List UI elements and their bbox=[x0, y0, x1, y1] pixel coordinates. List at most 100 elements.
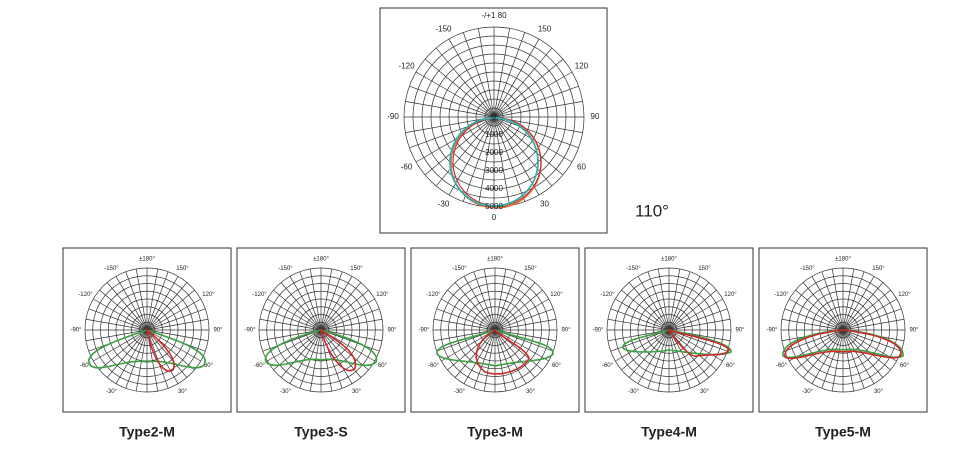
grid-spoke bbox=[615, 329, 670, 362]
angle-label: -90° bbox=[70, 328, 82, 334]
grid-spoke bbox=[795, 329, 844, 371]
angle-label: 60° bbox=[204, 363, 214, 369]
grid-spoke bbox=[802, 282, 844, 331]
grid-spoke bbox=[610, 308, 670, 331]
angle-label: 90° bbox=[387, 328, 397, 334]
angle-label: -150° bbox=[104, 266, 119, 272]
angle-label: 30° bbox=[700, 389, 710, 395]
grid-spoke bbox=[262, 308, 322, 331]
grid-spoke bbox=[309, 329, 322, 392]
grid-spoke bbox=[99, 329, 148, 371]
angle-label: -90° bbox=[244, 328, 256, 334]
grid-spoke bbox=[424, 116, 495, 176]
curve-green bbox=[264, 329, 378, 367]
grid-spoke bbox=[831, 329, 844, 392]
panels: ±180° 150° 120° 90° 60° 30° -30° -60° -90° -120° -… bbox=[62, 247, 928, 440]
grid-spoke bbox=[433, 318, 496, 331]
beam-angle: 110° bbox=[635, 201, 669, 220]
angle-label: -120° bbox=[774, 292, 789, 298]
grid-spoke bbox=[493, 116, 510, 206]
angle-label: 120° bbox=[724, 292, 737, 298]
angle-label: -60° bbox=[602, 363, 614, 369]
angle-label: -150° bbox=[278, 266, 293, 272]
grid-spoke bbox=[668, 271, 691, 331]
angle-label: 120° bbox=[376, 292, 389, 298]
panel: ±180° 150° 120° 90° 60° 30° -30° -60° -90° -120° -… bbox=[410, 247, 580, 440]
grid-spoke bbox=[668, 329, 701, 384]
grid-spoke bbox=[88, 308, 148, 331]
grid-spoke bbox=[842, 298, 897, 331]
grid-spoke bbox=[441, 298, 496, 331]
angle-label: 60° bbox=[900, 363, 910, 369]
grid-spoke bbox=[146, 329, 188, 378]
main-polar: -/+1 80 150 120 90 60 30 0 -30 -60 -90 -120 -150 0 10… bbox=[387, 11, 600, 222]
grid-spoke bbox=[811, 276, 844, 331]
angle-label: ±180° bbox=[487, 257, 503, 263]
angle-label: 150° bbox=[176, 266, 189, 272]
grid-spoke bbox=[273, 289, 322, 331]
grid-spoke bbox=[309, 268, 322, 331]
angle-label: -90 bbox=[387, 112, 399, 121]
grid-spoke bbox=[610, 329, 670, 352]
grid-spoke bbox=[647, 271, 670, 331]
grid-spoke bbox=[146, 329, 201, 362]
panel-title: Type2-M bbox=[119, 424, 175, 440]
grid-spoke bbox=[125, 329, 148, 389]
grid-spoke bbox=[320, 329, 383, 342]
grid-spoke bbox=[657, 329, 670, 392]
grid-spoke bbox=[647, 329, 670, 389]
angle-label: ±180° bbox=[835, 257, 851, 263]
angle-label: -30° bbox=[628, 389, 640, 395]
angle-label: -30° bbox=[802, 389, 814, 395]
grid-spoke bbox=[115, 329, 148, 384]
grid-spoke bbox=[842, 282, 884, 331]
grid-spoke bbox=[299, 271, 322, 331]
grid-spoke bbox=[320, 329, 369, 371]
panel-title: Type3-M bbox=[467, 424, 523, 440]
angle-label: 30 bbox=[540, 200, 549, 209]
grid-spoke bbox=[320, 276, 353, 331]
angle-label: 120 bbox=[575, 62, 589, 71]
grid-spoke bbox=[494, 329, 557, 342]
grid-spoke bbox=[106, 329, 148, 378]
grid-spoke bbox=[668, 282, 710, 331]
grid-spoke bbox=[668, 329, 717, 371]
grid-spoke bbox=[146, 308, 206, 331]
angle-label: -60° bbox=[80, 363, 92, 369]
angle-label: -60° bbox=[776, 363, 788, 369]
grid-spoke bbox=[146, 276, 179, 331]
grid-spoke bbox=[637, 329, 670, 384]
grid-spoke bbox=[146, 282, 188, 331]
panel-frame bbox=[584, 247, 754, 413]
grid-spoke bbox=[842, 318, 905, 331]
grid-spoke bbox=[478, 28, 495, 118]
angle-label: ±180° bbox=[661, 257, 677, 263]
angle-label: 150° bbox=[698, 266, 711, 272]
grid-spoke bbox=[494, 329, 549, 362]
grid-spoke bbox=[795, 289, 844, 331]
grid-spoke bbox=[784, 329, 844, 352]
radial-label: 4000 bbox=[485, 184, 503, 193]
grid-spoke bbox=[146, 329, 209, 342]
angle-label: -120° bbox=[600, 292, 615, 298]
grid-spoke bbox=[842, 329, 902, 352]
main-frame bbox=[379, 7, 608, 234]
grid-spoke bbox=[125, 271, 148, 331]
grid-spoke bbox=[494, 282, 536, 331]
grid-spoke bbox=[781, 318, 844, 331]
grid-spoke bbox=[462, 32, 495, 118]
angle-label: -/+1 80 bbox=[481, 11, 507, 20]
grid-spoke bbox=[668, 329, 723, 362]
grid-spoke bbox=[607, 318, 670, 331]
angle-label: ±180° bbox=[139, 257, 155, 263]
grid-spoke bbox=[146, 271, 169, 331]
panel: ±180° 150° 120° 90° 60° 30° -30° -60° -90° -120° -… bbox=[236, 247, 406, 440]
grid-spoke bbox=[320, 298, 375, 331]
radial-label: 1000 bbox=[485, 130, 503, 139]
angle-label: 90° bbox=[909, 328, 919, 334]
angle-label: 60° bbox=[552, 363, 562, 369]
grid-spoke bbox=[494, 318, 557, 331]
grid-spoke bbox=[454, 329, 496, 378]
grid-spoke bbox=[448, 116, 495, 196]
angle-label: -120° bbox=[252, 292, 267, 298]
